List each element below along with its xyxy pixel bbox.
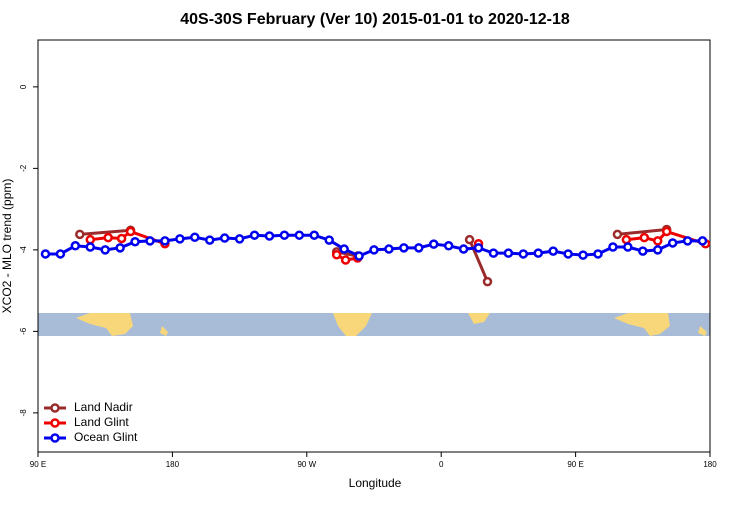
point: [204, 235, 215, 245]
point: [190, 232, 200, 242]
point: [219, 233, 230, 243]
point: [339, 244, 349, 254]
legend-marker: [50, 418, 60, 428]
point: [125, 226, 136, 237]
point: [638, 246, 648, 256]
point: [103, 232, 113, 243]
point: [145, 236, 155, 246]
point: [548, 246, 558, 256]
point: [100, 245, 110, 255]
point: [234, 234, 245, 244]
point: [482, 276, 493, 287]
point: [160, 236, 170, 246]
point: [40, 249, 51, 259]
y-tick-label: 0: [19, 84, 28, 89]
point: [503, 248, 514, 258]
legend-marker: [50, 433, 60, 443]
point: [652, 236, 663, 246]
point: [697, 236, 708, 246]
legend-marker: [50, 403, 60, 413]
point: [428, 239, 439, 249]
point: [75, 229, 85, 240]
point: [115, 243, 125, 253]
legend-label: Ocean Glint: [74, 430, 138, 444]
plot-frame: [37, 39, 711, 453]
point: [175, 234, 185, 244]
point: [399, 243, 409, 253]
chart-title: 40S-30S February (Ver 10) 2015-01-01 to …: [180, 11, 570, 28]
point: [309, 230, 320, 240]
point: [354, 251, 364, 261]
point: [578, 250, 588, 260]
point: [264, 231, 275, 241]
point: [518, 249, 529, 259]
point: [621, 234, 632, 245]
point: [464, 234, 475, 245]
y-tick-label: -6: [19, 327, 28, 335]
point: [85, 234, 96, 245]
point: [279, 230, 290, 240]
point: [294, 230, 305, 240]
point: [473, 243, 484, 253]
point: [682, 236, 693, 246]
point: [608, 242, 618, 252]
legend-label: Land Glint: [74, 415, 129, 429]
point: [384, 244, 394, 254]
y-tick-label: -8: [19, 409, 28, 417]
point: [414, 243, 424, 253]
x-tick-label: 90 W: [297, 460, 316, 469]
point: [593, 249, 603, 259]
y-axis-label: XCO2 - MLO trend (ppm): [0, 179, 14, 314]
x-tick-label: 180: [703, 460, 717, 469]
point: [249, 230, 260, 240]
y-tick-label: -2: [19, 164, 28, 172]
x-tick-label: 90 E: [30, 460, 46, 469]
point: [369, 245, 379, 255]
point: [85, 242, 96, 252]
point: [639, 232, 650, 243]
point: [661, 226, 672, 237]
point: [331, 250, 342, 260]
point: [443, 241, 454, 251]
x-tick-label: 0: [439, 460, 444, 469]
map-strip: [38, 313, 710, 336]
point: [563, 249, 573, 259]
point: [488, 248, 499, 258]
point: [130, 236, 140, 247]
point: [324, 235, 334, 245]
y-tick-label: -4: [19, 246, 28, 254]
point: [667, 238, 678, 248]
legend-label: Land Nadir: [74, 400, 133, 414]
point: [116, 233, 127, 244]
point: [652, 245, 663, 255]
point: [55, 249, 66, 259]
point: [340, 255, 351, 265]
x-tick-label: 180: [166, 460, 180, 469]
x-axis-label: Longitude: [349, 476, 402, 490]
point: [458, 244, 469, 254]
point: [533, 248, 544, 258]
point: [612, 229, 623, 240]
point: [70, 241, 81, 251]
x-tick-label: 90 E: [567, 460, 583, 469]
series-line: [79, 228, 667, 283]
point: [623, 242, 633, 252]
